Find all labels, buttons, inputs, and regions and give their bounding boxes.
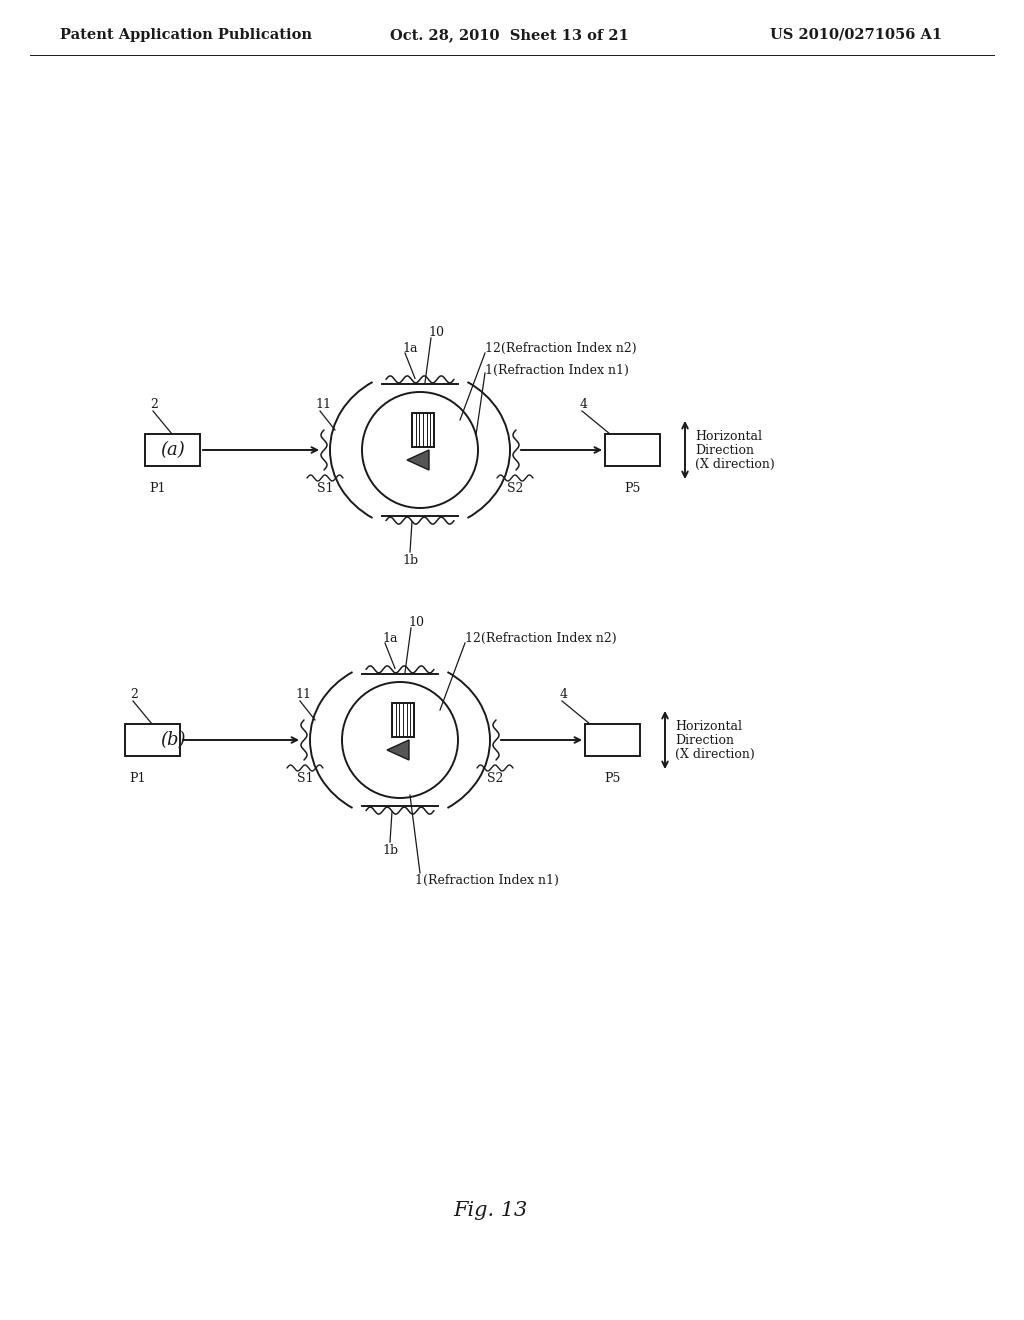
Text: (b): (b) bbox=[160, 731, 185, 748]
Bar bbox=[125, 723, 180, 756]
Bar bbox=[605, 434, 660, 466]
Text: 1b: 1b bbox=[402, 553, 418, 566]
Text: 1a: 1a bbox=[382, 631, 397, 644]
Bar bbox=[585, 723, 640, 756]
Text: S1: S1 bbox=[316, 482, 333, 495]
Text: US 2010/0271056 A1: US 2010/0271056 A1 bbox=[770, 28, 942, 42]
Text: 12(Refraction Index n2): 12(Refraction Index n2) bbox=[485, 342, 637, 355]
Text: 2: 2 bbox=[150, 399, 158, 412]
Text: 10: 10 bbox=[428, 326, 444, 338]
Text: Oct. 28, 2010  Sheet 13 of 21: Oct. 28, 2010 Sheet 13 of 21 bbox=[390, 28, 629, 42]
Text: Horizontal: Horizontal bbox=[675, 719, 742, 733]
Bar bbox=[392, 704, 414, 737]
Polygon shape bbox=[387, 741, 409, 760]
Bar bbox=[412, 413, 434, 447]
Text: 11: 11 bbox=[295, 689, 311, 701]
Text: P1: P1 bbox=[150, 482, 166, 495]
Text: 11: 11 bbox=[315, 399, 331, 412]
Text: (X direction): (X direction) bbox=[675, 747, 755, 760]
Text: S2: S2 bbox=[507, 482, 523, 495]
Bar bbox=[145, 434, 200, 466]
Polygon shape bbox=[407, 450, 429, 470]
Text: Patent Application Publication: Patent Application Publication bbox=[60, 28, 312, 42]
Text: 4: 4 bbox=[560, 689, 568, 701]
Text: Horizontal: Horizontal bbox=[695, 429, 762, 442]
Text: 12(Refraction Index n2): 12(Refraction Index n2) bbox=[465, 631, 616, 644]
Text: P5: P5 bbox=[624, 482, 640, 495]
Text: 4: 4 bbox=[580, 399, 588, 412]
Text: (a): (a) bbox=[160, 441, 184, 459]
Text: Direction: Direction bbox=[675, 734, 734, 747]
Text: Direction: Direction bbox=[695, 444, 754, 457]
Text: Fig. 13: Fig. 13 bbox=[453, 1200, 527, 1220]
Text: 1b: 1b bbox=[382, 843, 398, 857]
Text: 10: 10 bbox=[408, 615, 424, 628]
Text: 2: 2 bbox=[130, 689, 138, 701]
Text: (X direction): (X direction) bbox=[695, 458, 775, 470]
Text: S1: S1 bbox=[297, 771, 313, 784]
Text: S2: S2 bbox=[486, 771, 503, 784]
Text: P1: P1 bbox=[130, 771, 146, 784]
Text: 1(Refraction Index n1): 1(Refraction Index n1) bbox=[485, 363, 629, 376]
Text: 1(Refraction Index n1): 1(Refraction Index n1) bbox=[415, 874, 559, 887]
Text: 1a: 1a bbox=[402, 342, 418, 355]
Text: P5: P5 bbox=[604, 771, 621, 784]
